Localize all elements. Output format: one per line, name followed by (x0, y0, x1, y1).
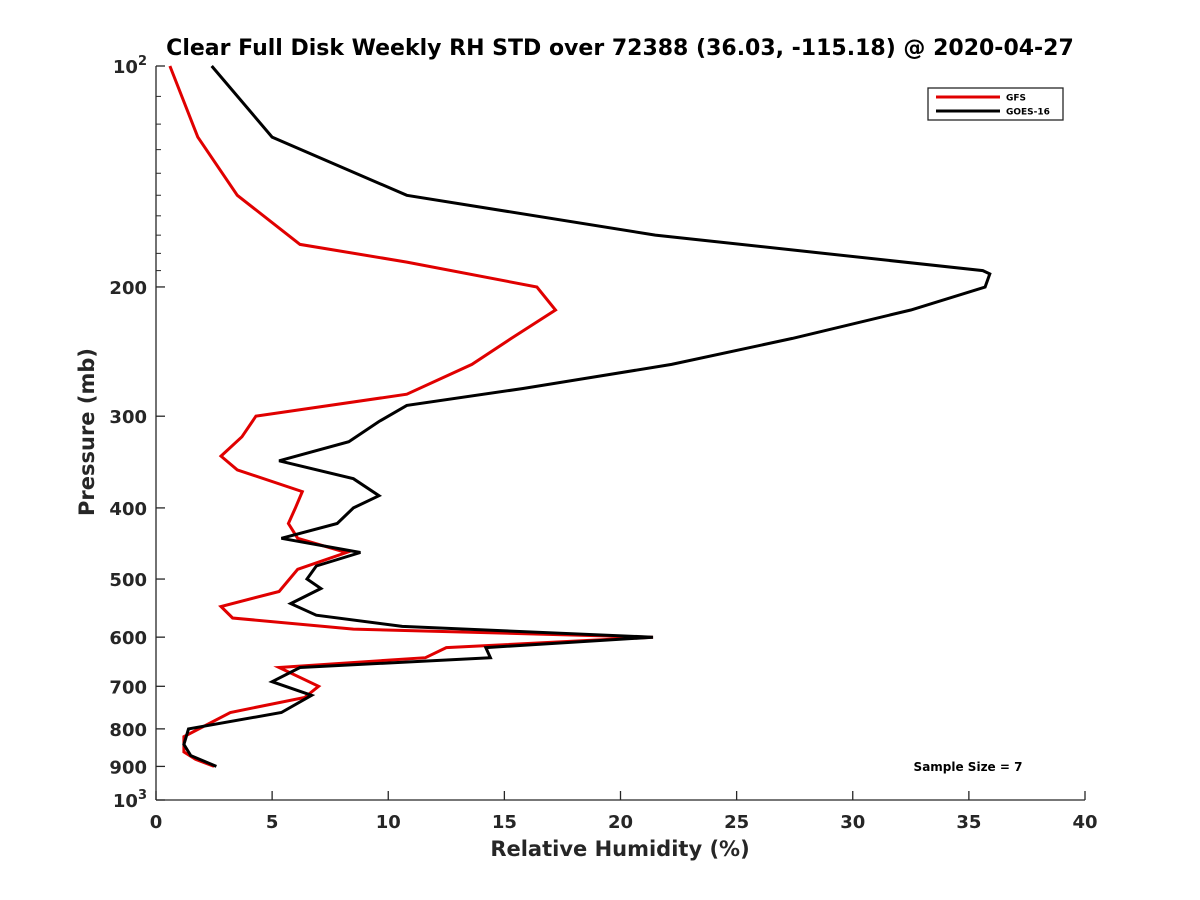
chart-title: Clear Full Disk Weekly RH STD over 72388… (166, 36, 1074, 61)
y-axis-label: Pressure (mb) (75, 348, 99, 516)
x-axis-label: Relative Humidity (%) (490, 837, 749, 861)
legend-label: GOES-16 (1006, 108, 1050, 118)
y-tick-label: 800 (109, 720, 147, 741)
legend-box (927, 87, 1064, 121)
y-tick-label: 103 (113, 788, 147, 812)
y-tick-label: 900 (109, 757, 147, 778)
x-tick-label: 35 (956, 812, 981, 833)
x-tick-label: 10 (376, 812, 401, 833)
series-line-gfs (168, 65, 654, 768)
x-tick-label: 30 (840, 812, 865, 833)
sample-size-annotation: Sample Size = 7 (914, 760, 1023, 774)
y-tick-label: 300 (109, 407, 147, 428)
y-tick-label: 200 (109, 278, 147, 299)
legend-label: GFS (1006, 94, 1026, 104)
y-tick-label: 600 (109, 628, 147, 649)
axes-layer: 0 5 10 15 20 25 30 35 40 102 200 300 400 500 600 700 800… (109, 54, 1097, 833)
series-line-goes-16 (182, 65, 992, 768)
x-tick-label: 25 (724, 812, 749, 833)
y-tick-label: 102 (113, 54, 147, 78)
series-layer (168, 65, 992, 768)
x-tick-label: 20 (608, 812, 633, 833)
y-tick-label: 700 (109, 677, 147, 698)
legend: GFS GOES-16 (927, 87, 1064, 121)
x-tick-label: 5 (266, 812, 279, 833)
x-tick-label: 0 (150, 812, 163, 833)
y-tick-label: 500 (109, 570, 147, 591)
x-tick-label: 15 (492, 812, 517, 833)
y-tick-label: 400 (109, 499, 147, 520)
x-tick-label: 40 (1072, 812, 1097, 833)
